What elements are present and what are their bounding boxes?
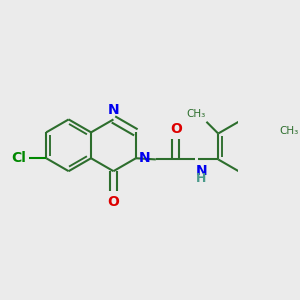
Text: O: O [107,195,119,209]
Text: N: N [139,151,150,165]
Text: O: O [170,122,182,136]
Text: CH₃: CH₃ [280,126,299,136]
Text: H: H [196,172,206,185]
Text: N: N [108,103,119,117]
Text: N: N [196,164,208,178]
Text: CH₃: CH₃ [186,110,205,119]
Text: Cl: Cl [11,151,26,165]
